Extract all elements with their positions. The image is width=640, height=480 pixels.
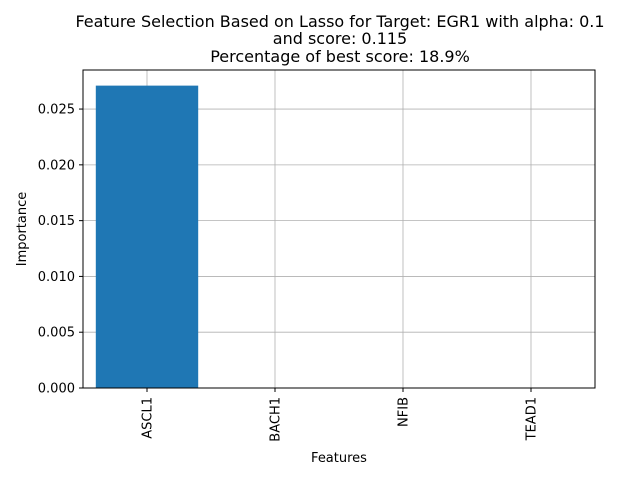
y-axis-ticks: 0.000 0.005 0.010 0.015 0.020 0.025 <box>38 103 83 397</box>
y-tick-label: 0.025 <box>38 103 75 118</box>
y-tick-label: 0.020 <box>38 158 75 173</box>
chart-title-line-3: Percentage of best score: 18.9% <box>210 47 470 66</box>
x-tick-label: ASCL1 <box>141 397 156 439</box>
chart-title: Feature Selection Based on Lasso for Tar… <box>75 12 604 66</box>
chart-title-line-1: Feature Selection Based on Lasso for Tar… <box>75 12 604 31</box>
y-tick-label: 0.015 <box>38 214 75 229</box>
bar-ascl1 <box>95 85 199 388</box>
x-axis-ticks: ASCL1 BACH1 NFIB TEAD1 <box>141 388 540 442</box>
y-axis-label: Importance <box>15 192 30 267</box>
y-tick-label: 0.005 <box>38 326 75 341</box>
bars <box>95 85 199 388</box>
y-tick-label: 0.010 <box>38 270 75 285</box>
x-axis-label: Features <box>311 451 367 466</box>
plot-area-frame <box>82 69 596 389</box>
x-tick-label: NFIB <box>397 397 412 427</box>
y-tick-label: 0.000 <box>38 382 75 397</box>
x-tick-label: BACH1 <box>269 397 284 442</box>
chart-title-line-2: and score: 0.115 <box>273 29 407 48</box>
x-tick-label: TEAD1 <box>525 397 540 441</box>
